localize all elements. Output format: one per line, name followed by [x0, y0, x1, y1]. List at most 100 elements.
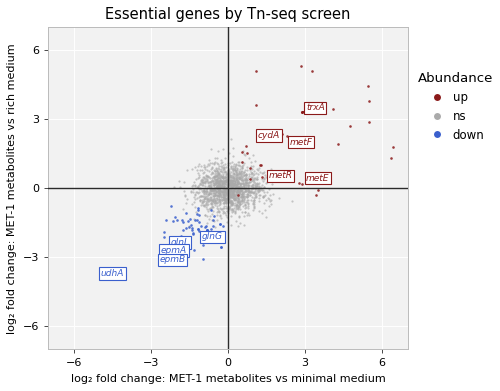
Point [249, 182, 257, 188]
Point [224, 185, 232, 192]
Point [225, 173, 233, 179]
Point [212, 199, 220, 206]
Point [215, 188, 223, 194]
Point [227, 184, 235, 190]
Point [214, 161, 222, 167]
Point [258, 210, 266, 217]
Point [312, 192, 320, 199]
Point [220, 165, 228, 172]
Point [230, 194, 238, 201]
Point [223, 187, 231, 194]
Point [228, 184, 236, 190]
Point [252, 185, 260, 192]
Point [231, 196, 239, 202]
Point [224, 190, 232, 196]
Point [229, 190, 237, 196]
Point [262, 174, 270, 180]
Point [211, 181, 219, 187]
Point [222, 196, 230, 203]
Point [248, 182, 256, 188]
Point [308, 68, 316, 74]
Point [230, 163, 237, 169]
Point [215, 188, 223, 194]
Point [224, 185, 232, 191]
Point [219, 170, 227, 177]
Point [236, 186, 244, 192]
Point [220, 183, 228, 189]
Point [268, 181, 276, 187]
Point [208, 197, 216, 203]
Point [234, 196, 242, 202]
Point [200, 190, 208, 196]
Point [231, 196, 239, 202]
Point [247, 189, 255, 196]
Point [222, 177, 230, 183]
Point [206, 190, 214, 196]
Point [227, 179, 235, 186]
Point [215, 202, 223, 208]
Point [262, 214, 270, 221]
Point [204, 179, 212, 185]
Point [255, 195, 263, 201]
Point [220, 183, 228, 189]
Point [230, 196, 238, 202]
Point [232, 178, 240, 184]
Point [200, 175, 208, 181]
Point [225, 170, 233, 176]
Point [220, 199, 228, 205]
Point [218, 192, 226, 198]
Point [214, 170, 222, 176]
Point [238, 196, 246, 203]
Point [230, 181, 238, 187]
Point [244, 188, 252, 194]
Point [232, 187, 240, 193]
Point [234, 190, 242, 196]
Point [196, 180, 203, 186]
Point [242, 179, 250, 185]
Point [228, 174, 236, 181]
Point [234, 184, 242, 190]
Point [233, 177, 241, 183]
Point [227, 188, 235, 194]
Point [222, 190, 230, 196]
Point [214, 206, 222, 212]
Point [258, 187, 266, 193]
Point [214, 178, 222, 184]
Point [226, 188, 234, 194]
Point [236, 188, 244, 194]
Point [224, 191, 232, 197]
Point [224, 181, 232, 188]
Point [196, 197, 204, 203]
Point [252, 183, 260, 189]
Point [230, 207, 238, 213]
Point [250, 185, 258, 192]
Point [170, 184, 177, 190]
Point [222, 186, 230, 192]
Point [251, 182, 259, 188]
Point [193, 184, 201, 190]
Point [192, 167, 200, 174]
Point [212, 170, 220, 176]
Point [194, 184, 202, 190]
Point [234, 196, 242, 202]
Point [228, 190, 235, 196]
Point [256, 184, 264, 190]
Point [250, 204, 258, 210]
Point [232, 175, 240, 181]
Point [214, 182, 222, 188]
Point [202, 163, 210, 169]
Point [252, 194, 260, 200]
Point [220, 187, 228, 194]
Point [222, 189, 230, 196]
Point [218, 191, 226, 197]
Point [240, 189, 248, 195]
Point [231, 186, 239, 192]
Point [259, 194, 267, 200]
Point [238, 186, 246, 192]
Point [233, 172, 241, 178]
Point [242, 199, 250, 205]
Point [234, 178, 242, 185]
Point [238, 197, 246, 203]
Point [224, 190, 232, 197]
Text: epmB: epmB [160, 255, 186, 264]
